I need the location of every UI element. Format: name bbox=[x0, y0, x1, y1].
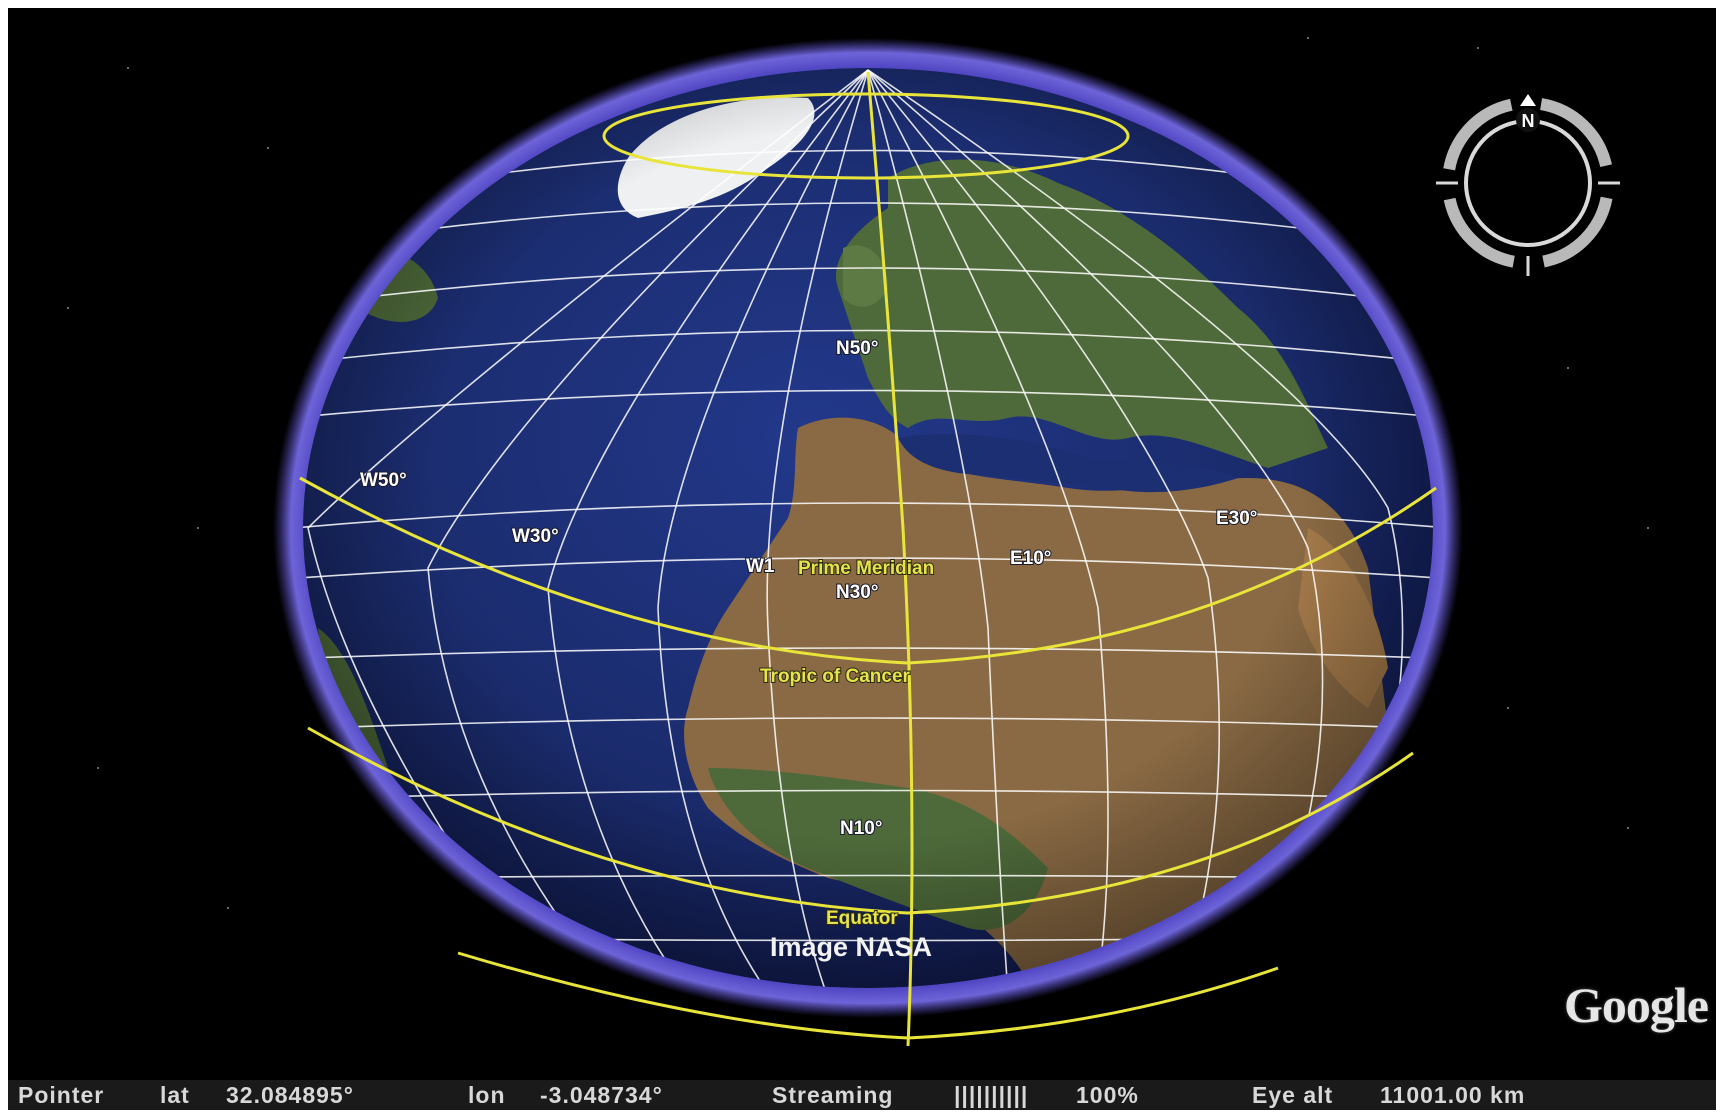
label-e30: E30° bbox=[1216, 508, 1257, 529]
lat-label: lat bbox=[160, 1082, 190, 1108]
status-bar: Pointer lat 32.084895° lon -3.048734° St… bbox=[8, 1080, 1716, 1110]
eye-alt-value: 11001.00 km bbox=[1380, 1082, 1526, 1108]
tropic-of-cancer-line bbox=[299, 476, 1437, 665]
google-logo: Google bbox=[1564, 977, 1709, 1033]
stars bbox=[67, 37, 1649, 909]
label-n30: N30° bbox=[836, 582, 878, 603]
streaming-label: Streaming bbox=[772, 1082, 894, 1108]
prime-meridian-line bbox=[866, 71, 914, 1047]
label-w10: W1 bbox=[746, 556, 775, 577]
earth-surface bbox=[303, 68, 1433, 988]
label-tropic-of-cancer: Tropic of Cancer bbox=[760, 666, 911, 687]
label-n10: N10° bbox=[840, 818, 882, 839]
label-w30: W30° bbox=[512, 526, 559, 547]
label-n50: N50° bbox=[836, 338, 878, 359]
special-lines bbox=[299, 71, 1437, 1047]
graticule bbox=[303, 69, 1433, 988]
lat-value: 32.084895° bbox=[226, 1082, 354, 1108]
pointer-label: Pointer bbox=[18, 1082, 105, 1108]
streaming-progress: |||||||||| bbox=[954, 1082, 1029, 1108]
label-w50: W50° bbox=[360, 470, 407, 491]
label-prime-meridian: Prime Meridian bbox=[798, 558, 934, 579]
equator-line bbox=[307, 726, 1414, 915]
compass-north-label: N bbox=[1522, 111, 1535, 131]
lon-label: lon bbox=[468, 1082, 506, 1108]
globe-view[interactable]: N50° N30° N10° W50° W30° W1 E10° E30° Pr… bbox=[8, 8, 1716, 1080]
eye-alt-label: Eye alt bbox=[1252, 1082, 1334, 1108]
lon-value: -3.048734° bbox=[540, 1082, 663, 1108]
arctic-circle bbox=[602, 92, 1130, 180]
grid-labels: N50° N30° N10° W50° W30° W1 E10° E30° Pr… bbox=[359, 337, 1258, 962]
north-arrow-icon bbox=[1520, 94, 1536, 106]
image-credit: Image NASA bbox=[770, 932, 932, 962]
streaming-percent: 100% bbox=[1076, 1082, 1139, 1108]
map-viewport[interactable]: N50° N30° N10° W50° W30° W1 E10° E30° Pr… bbox=[8, 8, 1716, 1080]
navigation-compass[interactable]: N bbox=[1428, 88, 1628, 278]
label-e10: E10° bbox=[1010, 548, 1051, 569]
label-equator: Equator bbox=[826, 908, 898, 929]
tropic-of-capricorn-line bbox=[457, 951, 1279, 1040]
